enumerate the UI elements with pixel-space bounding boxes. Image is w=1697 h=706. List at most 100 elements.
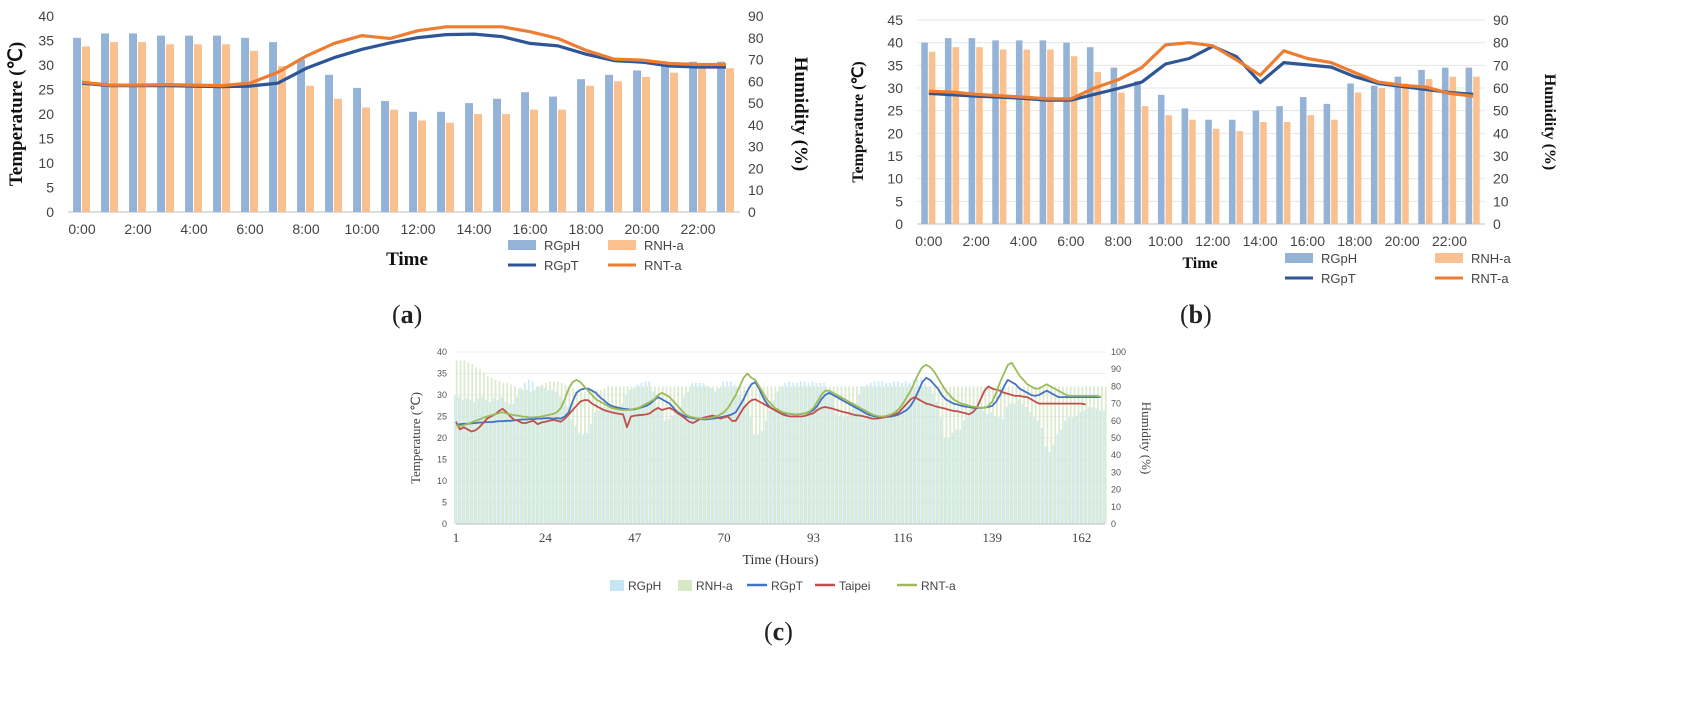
y2-tick-label: 0 (1111, 519, 1116, 529)
bar-rnh-a (1104, 386, 1107, 524)
bar-rnh-a (654, 386, 656, 524)
bar-rnh-a (646, 386, 648, 524)
bar-rgph (831, 396, 833, 524)
bar-rgph (866, 384, 868, 524)
bar-rnh-a (879, 386, 882, 524)
y-tick-label: 15 (887, 148, 903, 164)
bar-rnh-a (630, 386, 633, 524)
bar-rgph (827, 393, 829, 524)
bar-rgph (889, 382, 892, 524)
line-rnt-a (928, 41, 1474, 101)
y2-tick-label: 80 (1493, 35, 1509, 51)
bar-rgph (1037, 420, 1039, 524)
bar-rnh-a (1089, 386, 1091, 524)
y2-tick-label: 10 (1111, 502, 1121, 512)
y-tick-label: 0 (895, 216, 903, 232)
x-tick-label: 162 (1072, 530, 1092, 545)
bar-rnh-a (999, 49, 1007, 224)
x-tick-label: 2:00 (963, 233, 990, 249)
legend-label-rnh-a: RNH-a (644, 238, 684, 253)
bar-rgph (1205, 119, 1212, 224)
bar-rnh-a (502, 114, 510, 212)
bar-rnh-a (999, 386, 1002, 524)
bar-rgph (819, 382, 822, 524)
bar-rnh-a (638, 386, 641, 524)
x-tick-label: 0:00 (915, 233, 942, 249)
bar-rgph (842, 417, 845, 524)
bar-rnh-a (1331, 119, 1338, 224)
bar-rnh-a (362, 107, 370, 212)
bar-rnh-a (614, 81, 622, 212)
bar-rgph (1071, 417, 1074, 524)
bar-rgph (978, 407, 981, 524)
bar-rgph (633, 70, 641, 212)
bar-rgph (520, 388, 522, 524)
bar-rgph (671, 415, 674, 524)
bar-rgph (549, 96, 557, 212)
bar-rnh-a (972, 386, 975, 524)
y-tick-label: 25 (887, 103, 903, 119)
y2-tick-label: 30 (1111, 467, 1121, 477)
bar-rnh-a (657, 386, 660, 524)
bar-rnh-a (926, 386, 928, 524)
y-tick-label: 20 (38, 106, 54, 122)
bar-rnh-a (751, 386, 753, 524)
bar-rnh-a (1425, 78, 1433, 224)
bar-rnh-a (801, 386, 804, 524)
caption-c: (c) (764, 617, 793, 646)
x-tick-label: 139 (983, 530, 1003, 545)
legend-label-rnh-a: RNH-a (696, 579, 733, 593)
bar-rgph (968, 38, 976, 225)
bar-rgph (586, 432, 588, 524)
bar-rgph (1056, 434, 1059, 524)
bar-rgph (437, 111, 445, 212)
bar-rnh-a (1093, 386, 1095, 524)
bar-rgph (465, 398, 468, 524)
bar-rgph (939, 417, 942, 524)
bar-rnh-a (1402, 83, 1409, 224)
bar-rgph (492, 398, 495, 524)
bar-rnh-a (626, 386, 629, 524)
bar-rnh-a (498, 381, 501, 524)
bar-rgph (932, 393, 934, 524)
bar-rgph (904, 381, 907, 524)
bar-rgph (582, 434, 585, 524)
bar-rnh-a (988, 386, 990, 524)
bar-rnh-a (603, 388, 606, 524)
chart-c: 0 5 10 15 20 25 30 35 40 0 10 20 30 40 50 60 70 80 90 100 1 2… (408, 347, 1154, 593)
bar-rgph (185, 35, 193, 212)
bar-rgph (1299, 97, 1307, 224)
bar-rnh-a (463, 360, 466, 524)
bar-rnh-a (568, 386, 571, 524)
bar-rnh-a (642, 386, 645, 524)
x-tick-label: 10:00 (344, 221, 379, 237)
bar-rgph (1099, 410, 1101, 524)
bar-rgph (784, 382, 787, 524)
bar-rgph (539, 386, 542, 524)
bar-rgph (764, 420, 767, 524)
bar-rgph (815, 382, 818, 524)
bar-rgph (924, 382, 927, 524)
bar-rnh-a (514, 386, 516, 524)
bar-rnh-a (1015, 386, 1018, 524)
bar-rgph (1441, 67, 1449, 224)
bar-rgph (998, 417, 1000, 524)
bar-rgph (1465, 67, 1473, 224)
bar-rnh-a (1189, 119, 1196, 224)
bar-rgph (1029, 412, 1031, 524)
bar-rnh-a (933, 386, 936, 524)
bar-rnh-a (474, 114, 482, 212)
bar-rgph (213, 35, 221, 212)
legend-label-rnh-a: RNH-a (1471, 251, 1511, 266)
bar-rnh-a (556, 381, 559, 524)
bar-rgph (562, 400, 565, 524)
bar-rnh-a (726, 68, 734, 213)
bar-rgph (1013, 403, 1016, 524)
bar-rgph (854, 403, 857, 524)
bar-rgph (881, 381, 884, 524)
bar-rgph (737, 395, 740, 524)
y2-tick-label: 70 (1493, 57, 1509, 73)
bar-rgph (1009, 403, 1012, 524)
bar-rnh-a (723, 386, 726, 524)
bar-rgph (661, 66, 669, 212)
